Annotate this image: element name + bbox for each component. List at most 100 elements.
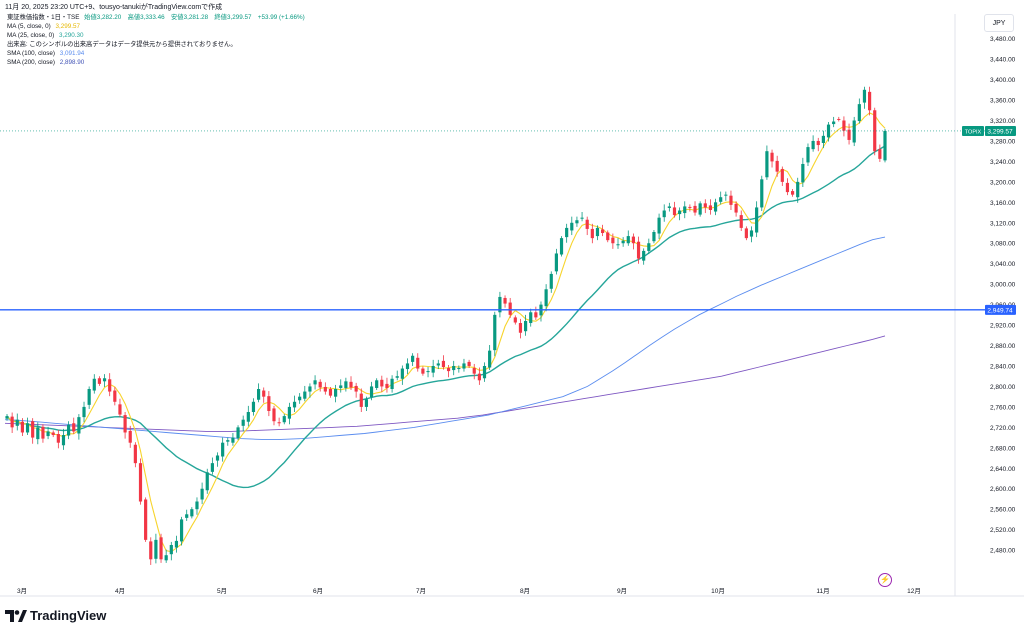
candle-body	[164, 555, 168, 561]
candle-body	[729, 195, 733, 205]
candle-body	[801, 163, 805, 183]
ma5-value: 3,299.57	[55, 22, 81, 30]
candle-body	[87, 389, 91, 405]
candle-body	[441, 360, 446, 368]
y-tick-label: 2,520.00	[990, 527, 1016, 534]
candle-body	[703, 203, 707, 208]
y-tick-label: 3,120.00	[990, 220, 1016, 227]
x-tick-label: 3月	[17, 587, 27, 595]
candle-body	[570, 222, 574, 231]
candle-body	[411, 355, 415, 362]
candle-body	[842, 120, 846, 131]
candle-body	[688, 206, 692, 208]
candle-body	[611, 237, 615, 244]
candle-body	[873, 110, 877, 152]
currency-selector[interactable]: JPY	[984, 14, 1014, 32]
candle-body	[287, 406, 291, 419]
candle-body	[739, 215, 743, 228]
candle-body	[56, 434, 60, 443]
candle-body	[25, 423, 30, 433]
candle-body	[642, 250, 646, 261]
candle-body	[349, 381, 353, 388]
legend-ma25-row[interactable]: MA (25, close, 0) 3,290.30	[7, 32, 308, 41]
candle-body	[811, 140, 815, 150]
candle-body	[375, 380, 379, 388]
symbol-tag-label: TOPIX	[965, 129, 982, 135]
candle-body	[482, 365, 487, 379]
y-tick-label: 3,480.00	[990, 36, 1016, 43]
candle-body	[174, 540, 179, 548]
candle-body	[462, 363, 466, 369]
candle-body	[565, 227, 569, 238]
lightning-icon[interactable]: ⚡	[878, 573, 892, 587]
candle-body	[303, 391, 307, 399]
candle-body	[467, 361, 471, 366]
brand-name: TradingView	[30, 608, 107, 623]
candle-body	[256, 389, 261, 400]
candle-body	[821, 135, 825, 144]
legend-sma100-row[interactable]: SMA (100, close) 3,091.94	[7, 50, 308, 59]
candle-body	[749, 230, 754, 237]
candle-body	[554, 253, 558, 272]
candle-body	[770, 152, 774, 162]
x-tick-label: 8月	[520, 587, 530, 595]
candle-body	[595, 227, 600, 237]
candle-body	[857, 104, 861, 122]
x-tick-label: 10月	[711, 587, 725, 595]
candle-body	[508, 302, 512, 315]
candle-body	[477, 373, 481, 381]
candle-body	[657, 217, 661, 234]
candle-body	[544, 289, 548, 307]
candle-body	[405, 363, 410, 370]
candle-body	[344, 381, 348, 388]
created-by-line: 11月 20, 2025 23:20 UTC+9、tousyo-tanukiがT…	[5, 4, 223, 11]
candle-body	[621, 240, 625, 244]
candle-body	[231, 437, 235, 443]
candle-body	[446, 368, 451, 372]
candle-body	[205, 472, 209, 491]
y-tick-label: 3,440.00	[990, 57, 1016, 64]
candle-body	[765, 151, 769, 178]
y-tick-label: 2,720.00	[990, 425, 1016, 432]
candle-body	[683, 206, 687, 214]
candle-body	[862, 89, 867, 103]
candle-body	[118, 404, 122, 415]
y-tick-label: 3,040.00	[990, 261, 1016, 268]
candle-body	[339, 385, 343, 388]
ma25-label: MA (25, close, 0)	[7, 31, 55, 39]
candle-body	[298, 396, 302, 401]
candle-body	[636, 241, 641, 259]
y-tick-label: 3,280.00	[990, 138, 1016, 145]
sma100-label: SMA (100, close)	[7, 49, 55, 57]
candle-body	[436, 363, 440, 366]
sma200-value: 2,898.90	[59, 58, 85, 66]
candle-body	[529, 312, 533, 324]
candle-body	[282, 416, 286, 423]
candle-body	[359, 393, 363, 407]
candle-body	[241, 419, 245, 426]
legend-ma5-row[interactable]: MA (5, close, 0) 3,299.57	[7, 23, 308, 32]
candle-body	[518, 323, 523, 333]
candle-body	[698, 203, 702, 215]
y-tick-label: 2,840.00	[990, 363, 1016, 370]
candle-body	[72, 423, 76, 432]
candle-body	[251, 401, 256, 413]
y-tick-label: 2,600.00	[990, 486, 1016, 493]
ma25-line	[6, 145, 886, 489]
candle-body	[169, 544, 173, 555]
candle-body	[292, 401, 297, 408]
x-tick-label: 4月	[115, 587, 125, 595]
x-tick-label: 9月	[617, 587, 627, 595]
candle-body	[308, 386, 312, 392]
candle-body	[523, 320, 528, 332]
legend-sma200-row[interactable]: SMA (200, close) 2,898.90	[7, 59, 308, 68]
symbol-name: 東証株価指数・1日・TSE	[7, 14, 80, 21]
tradingview-logo[interactable]: TradingView	[5, 608, 106, 623]
y-tick-label: 3,240.00	[990, 159, 1016, 166]
legend-volume-row: 出来高: このシンボルの出来高データはデータ提供元から提供されておりません。	[7, 41, 308, 50]
last-price-tag	[985, 125, 1016, 136]
legend-symbol-row[interactable]: 東証株価指数・1日・TSE 始値3,282.20 高値3,333.46 安値3,…	[7, 14, 308, 23]
candle-body	[221, 442, 225, 457]
